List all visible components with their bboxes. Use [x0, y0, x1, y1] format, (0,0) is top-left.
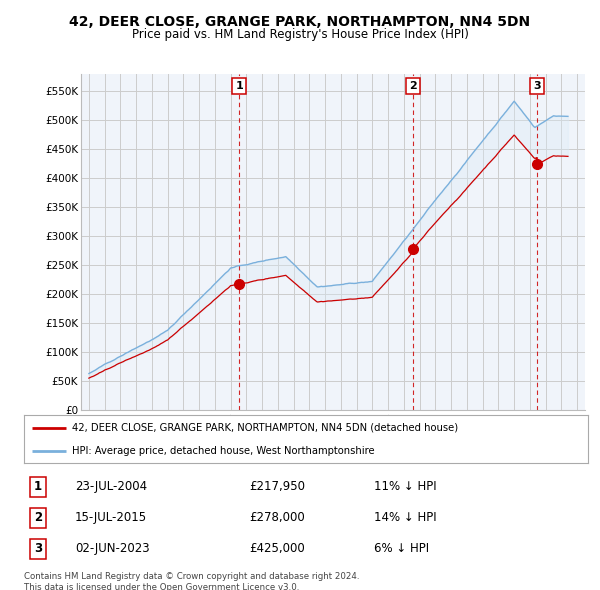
Text: 02-JUN-2023: 02-JUN-2023: [75, 542, 149, 555]
Text: 14% ↓ HPI: 14% ↓ HPI: [374, 511, 436, 525]
Text: 23-JUL-2004: 23-JUL-2004: [75, 480, 147, 493]
Text: 2: 2: [34, 511, 42, 525]
Text: 11% ↓ HPI: 11% ↓ HPI: [374, 480, 436, 493]
Text: 2: 2: [409, 81, 416, 91]
Text: 15-JUL-2015: 15-JUL-2015: [75, 511, 147, 525]
Text: 42, DEER CLOSE, GRANGE PARK, NORTHAMPTON, NN4 5DN (detached house): 42, DEER CLOSE, GRANGE PARK, NORTHAMPTON…: [72, 423, 458, 433]
Text: £278,000: £278,000: [250, 511, 305, 525]
Text: Contains HM Land Registry data © Crown copyright and database right 2024.
This d: Contains HM Land Registry data © Crown c…: [24, 572, 359, 590]
Text: 3: 3: [533, 81, 541, 91]
Text: £217,950: £217,950: [250, 480, 305, 493]
Text: 6% ↓ HPI: 6% ↓ HPI: [374, 542, 429, 555]
Text: HPI: Average price, detached house, West Northamptonshire: HPI: Average price, detached house, West…: [72, 446, 374, 456]
Text: 1: 1: [34, 480, 42, 493]
Text: 3: 3: [34, 542, 42, 555]
Text: 42, DEER CLOSE, GRANGE PARK, NORTHAMPTON, NN4 5DN: 42, DEER CLOSE, GRANGE PARK, NORTHAMPTON…: [70, 15, 530, 29]
Text: Price paid vs. HM Land Registry's House Price Index (HPI): Price paid vs. HM Land Registry's House …: [131, 28, 469, 41]
Text: 1: 1: [235, 81, 243, 91]
Text: £425,000: £425,000: [250, 542, 305, 555]
